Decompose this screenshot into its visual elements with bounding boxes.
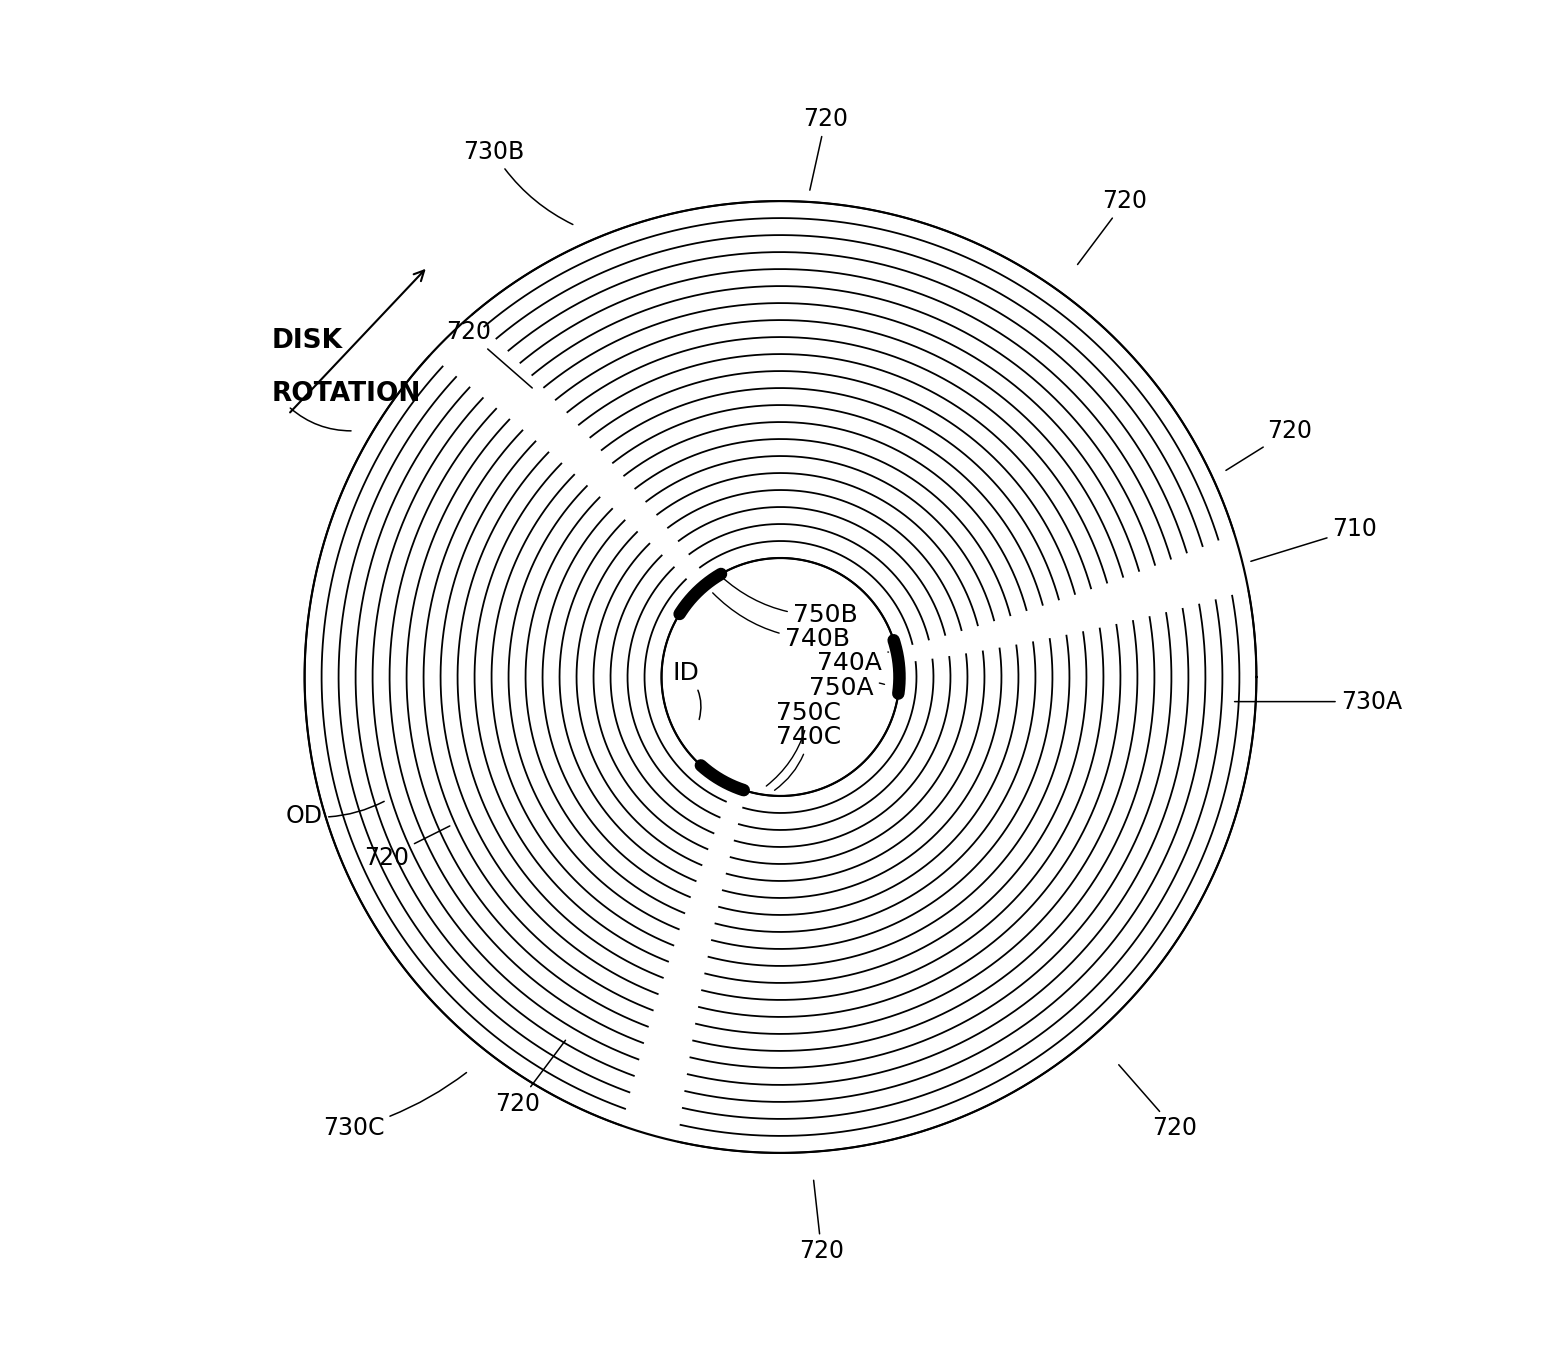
Text: 720: 720 <box>495 1040 565 1116</box>
Text: 730C: 730C <box>323 1072 467 1140</box>
Text: OD: OD <box>286 802 384 829</box>
Text: 720: 720 <box>446 321 532 389</box>
Text: 720: 720 <box>1077 190 1147 264</box>
Text: 740A: 740A <box>818 651 888 676</box>
Text: 730A: 730A <box>1235 689 1402 714</box>
Text: 740C: 740C <box>774 724 841 791</box>
Text: 750B: 750B <box>721 577 857 627</box>
Text: 750C: 750C <box>766 701 841 787</box>
Text: 710: 710 <box>1250 517 1377 562</box>
Text: 720: 720 <box>802 107 848 190</box>
Text: ROTATION: ROTATION <box>272 380 421 408</box>
Text: 720: 720 <box>364 826 450 869</box>
Text: 720: 720 <box>1119 1064 1197 1140</box>
Text: 750A: 750A <box>809 676 885 700</box>
Text: 720: 720 <box>1225 418 1311 470</box>
Text: 720: 720 <box>799 1181 845 1263</box>
Text: 730B: 730B <box>462 139 573 225</box>
Text: DISK: DISK <box>272 328 343 353</box>
Text: 740B: 740B <box>713 593 849 651</box>
Text: ID: ID <box>673 661 701 719</box>
